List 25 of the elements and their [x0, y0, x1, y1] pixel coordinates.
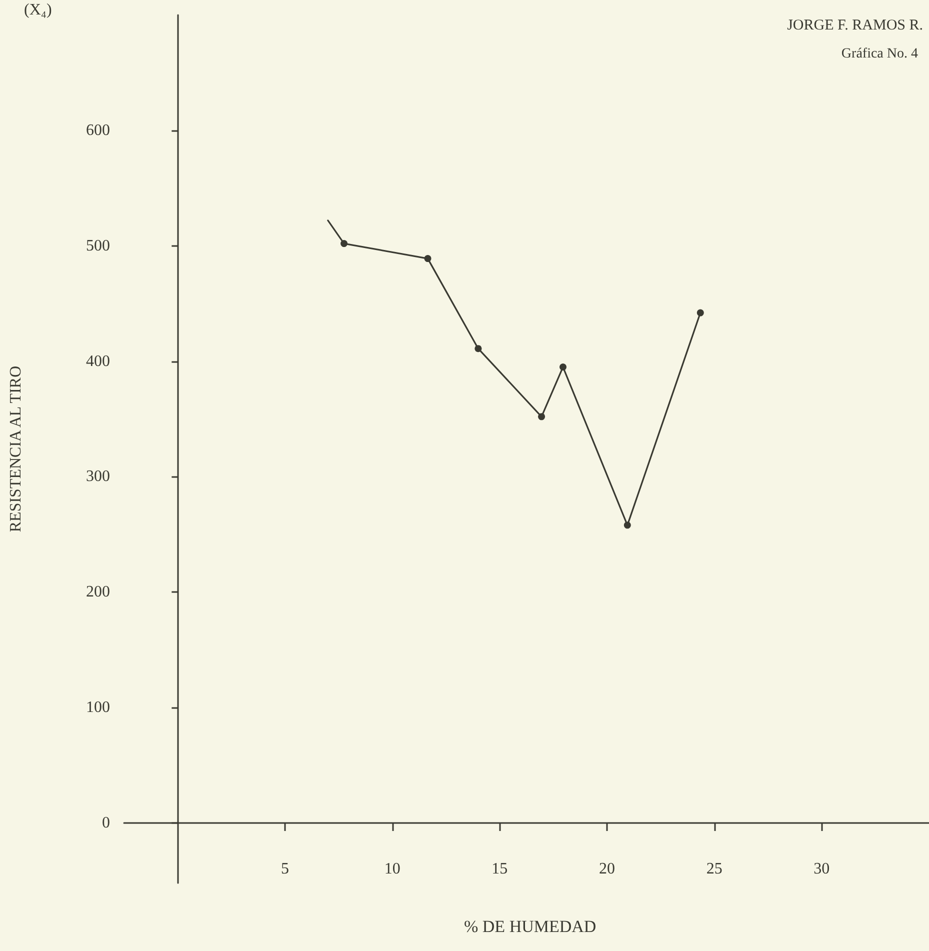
- y-tick-label: 500: [86, 237, 110, 254]
- point: [560, 364, 566, 371]
- point: [474, 345, 482, 352]
- x-tick-label: 25: [706, 860, 722, 878]
- x-tick-label: 15: [492, 860, 508, 878]
- x-tick-label: 20: [599, 860, 615, 878]
- point: [624, 522, 631, 529]
- text: (X₄): [24, 2, 52, 18]
- x-tick-label: 30: [814, 860, 830, 878]
- point: [538, 413, 546, 420]
- y-tick-label: 100: [86, 699, 110, 716]
- y-tick-label: 200: [86, 584, 110, 601]
- point: [424, 255, 432, 262]
- annotation: JORGE F. RAMOS R.: [787, 18, 924, 34]
- point: [696, 309, 704, 316]
- x-axis-title: % DE HUMEDAD: [464, 917, 596, 936]
- y-tick-label: 600: [86, 122, 110, 139]
- text: Gráfica No. 4: [841, 46, 918, 62]
- y-axis-title: RESISTENCIA AL TIRO: [8, 366, 24, 532]
- point: [340, 240, 348, 248]
- y-tick-label: 0: [102, 814, 110, 832]
- x-tick-label: 10: [384, 860, 400, 878]
- y-tick-label: 300: [86, 468, 110, 486]
- x-tick-label: 5: [281, 860, 289, 878]
- y-tick-label: 400: [86, 352, 110, 370]
